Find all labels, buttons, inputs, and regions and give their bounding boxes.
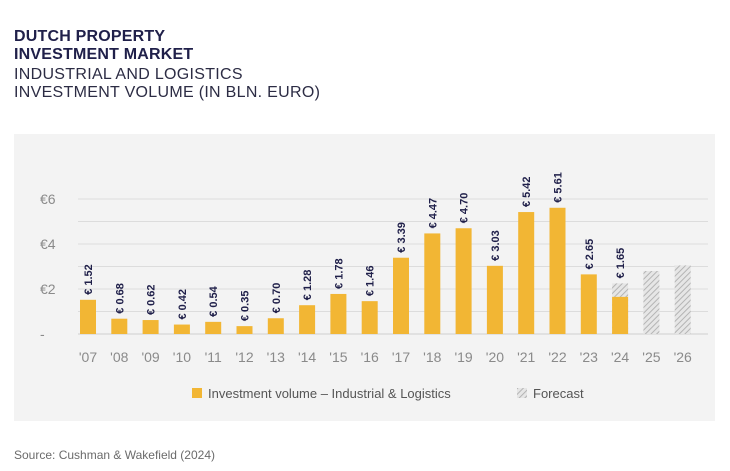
data-label: € 0.70 [271, 283, 283, 314]
x-tick-label: '24 [611, 349, 629, 365]
investment-bar [486, 265, 503, 334]
chart-panel [14, 134, 715, 421]
investment-bar [330, 293, 347, 334]
x-tick-label: '10 [173, 349, 191, 365]
legend-swatch-investment [192, 388, 202, 398]
data-label: € 3.03 [490, 230, 502, 261]
investment-bar [518, 212, 535, 334]
y-axis-ticks: €6 €4 €2 - [40, 191, 56, 342]
x-tick-label: '08 [110, 349, 128, 365]
data-label: € 0.54 [208, 285, 220, 316]
data-label: € 0.35 [240, 291, 252, 322]
x-tick-label: '14 [298, 349, 316, 365]
investment-bar [142, 320, 159, 334]
x-tick-label: '22 [548, 349, 566, 365]
x-tick-label: '15 [329, 349, 347, 365]
x-tick-label: '09 [141, 349, 159, 365]
x-tick-label: '25 [642, 349, 660, 365]
data-label: € 3.39 [396, 222, 408, 253]
x-tick-label: '26 [674, 349, 692, 365]
x-tick-label: '13 [267, 349, 285, 365]
x-tick-label: '21 [517, 349, 535, 365]
bars [80, 207, 691, 334]
investment-bar [299, 305, 316, 334]
x-tick-label: '16 [361, 349, 379, 365]
data-label: € 1.46 [365, 266, 377, 297]
investment-bar [424, 233, 441, 334]
investment-bar [236, 326, 253, 334]
data-label: € 5.61 [553, 172, 565, 203]
chart-title-line-1: DUTCH PROPERTY [14, 28, 166, 45]
forecast-bar [674, 265, 691, 334]
legend-swatch-forecast [517, 388, 527, 398]
data-label: € 0.68 [114, 283, 126, 314]
x-tick-label: '19 [454, 349, 472, 365]
x-tick-label: '20 [486, 349, 504, 365]
header: DUTCH PROPERTY INVESTMENT MARKET INDUSTR… [14, 28, 320, 102]
investment-bar [549, 207, 566, 334]
forecast-bar [643, 271, 660, 334]
x-tick-label: '12 [235, 349, 253, 365]
data-label: € 0.42 [177, 289, 189, 320]
data-labels: € 1.52 € 0.68 € 0.62 € 0.42 € 0.54 € 0.35 € 0.… [83, 172, 627, 321]
x-tick-label: '17 [392, 349, 410, 365]
data-label: € 5.42 [521, 176, 533, 207]
chart-title-line-2: INVESTMENT MARKET [14, 46, 194, 63]
investment-bar [455, 228, 472, 334]
legend-label-investment: Investment volume – Industrial & Logisti… [208, 386, 451, 401]
data-label: € 1.65 [615, 248, 627, 279]
legend-label-forecast: Forecast [533, 386, 584, 401]
data-label: € 4.70 [459, 193, 471, 224]
investment-bar [612, 296, 629, 334]
investment-bar [580, 274, 597, 334]
investment-bar [80, 299, 96, 334]
investment-bar [173, 324, 190, 334]
x-axis-ticks: '07 '08 '09 '10 '11 '12 '13 '14 '15 '16 '17 '18 '19 '… [79, 349, 692, 365]
data-label: € 1.28 [302, 270, 314, 301]
chart-subtitle-line-2: INVESTMENT VOLUME (IN BLN. EURO) [14, 84, 321, 101]
investment-bar [361, 301, 378, 334]
investment-bar [267, 318, 284, 334]
y-tick-label: €4 [40, 236, 56, 252]
source-note: Source: Cushman & Wakefield (2024) [14, 448, 215, 462]
y-tick-label: - [40, 326, 45, 342]
x-tick-label: '18 [423, 349, 441, 365]
x-tick-label: '07 [79, 349, 97, 365]
legend: Investment volume – Industrial & Logisti… [192, 386, 584, 401]
y-tick-label: €6 [40, 191, 56, 207]
investment-bar [111, 318, 128, 334]
investment-bar [205, 321, 222, 334]
x-tick-label: '23 [580, 349, 598, 365]
y-tick-label: €2 [40, 281, 56, 297]
investment-bar [393, 257, 409, 334]
data-label: € 0.62 [146, 284, 158, 315]
data-label: € 1.78 [333, 258, 345, 289]
chart-subtitle-line-1: INDUSTRIAL AND LOGISTICS [14, 66, 243, 83]
data-label: € 2.65 [584, 239, 596, 270]
x-tick-label: '11 [205, 349, 222, 365]
data-label: € 4.47 [427, 198, 439, 229]
data-label: € 1.52 [83, 264, 95, 295]
